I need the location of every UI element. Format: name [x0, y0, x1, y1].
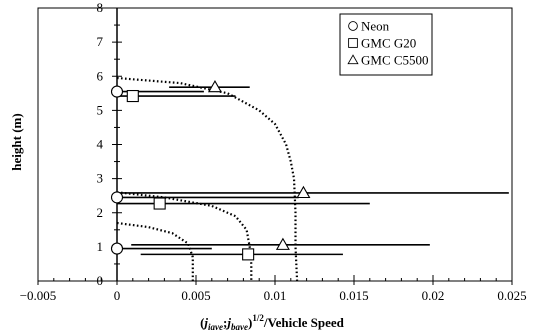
x-title-paren: ) [248, 315, 252, 330]
x-title-var: j [202, 315, 208, 330]
x-tick-label: 0.02 [422, 288, 445, 303]
y-axis-title: height (m) [9, 113, 24, 170]
x-title-subscript: iave [208, 322, 223, 332]
x-axis-title: (jiave;jbave)1/2/Vehicle Speed [200, 313, 345, 332]
x-title-text: /Vehicle Speed [263, 315, 345, 330]
model-curve [116, 191, 253, 281]
y-tick-label: 3 [97, 171, 104, 186]
x-tick-label: 0.025 [497, 288, 526, 303]
data-point-square [153, 197, 166, 210]
x-tick-label: 0.01 [264, 288, 287, 303]
model-curve [116, 221, 194, 281]
y-tick-label: 6 [97, 68, 104, 83]
x-tick-label: 0.015 [339, 288, 368, 303]
data-point-circle [110, 85, 124, 98]
x-tick-label: 0.005 [181, 288, 210, 303]
y-tick-label: 1 [97, 239, 104, 254]
x-title-var: j [225, 315, 231, 330]
y-tick-label: 8 [97, 0, 104, 15]
data-point-square [126, 89, 139, 103]
circle-marker-icon [348, 21, 358, 31]
data-point-square [242, 248, 255, 261]
data-point-triangle [207, 80, 222, 93]
model-curve [116, 76, 299, 282]
legend-item: GMC G20 [348, 36, 416, 51]
legend-label: GMC G20 [361, 36, 416, 51]
y-tick-label: 2 [97, 205, 104, 220]
legend-label: Neon [361, 19, 390, 34]
x-tick-label: 0 [114, 288, 121, 303]
square-marker-icon [348, 38, 358, 48]
plot-frame [37, 7, 513, 282]
x-title-subscript: bave [231, 322, 248, 332]
x-title-separator: ; [223, 315, 227, 330]
data-point-circle [110, 191, 124, 204]
legend-label: GMC C5500 [361, 53, 429, 68]
x-tick-label: −0.005 [20, 288, 57, 303]
x-title-paren: ( [200, 315, 204, 330]
legend-item: Neon [348, 19, 390, 34]
y-tick-label: 0 [97, 273, 104, 288]
triangle-marker-icon [347, 54, 359, 65]
x-title-superscript: 1/2 [252, 313, 264, 323]
data-point-triangle [275, 237, 290, 250]
y-tick-label: 4 [97, 137, 104, 152]
data-point-triangle [296, 185, 311, 199]
data-point-circle [110, 242, 124, 255]
y-tick-label: 5 [97, 102, 104, 117]
legend-item: GMC C5500 [347, 53, 429, 68]
y-tick-label: 7 [97, 34, 104, 49]
